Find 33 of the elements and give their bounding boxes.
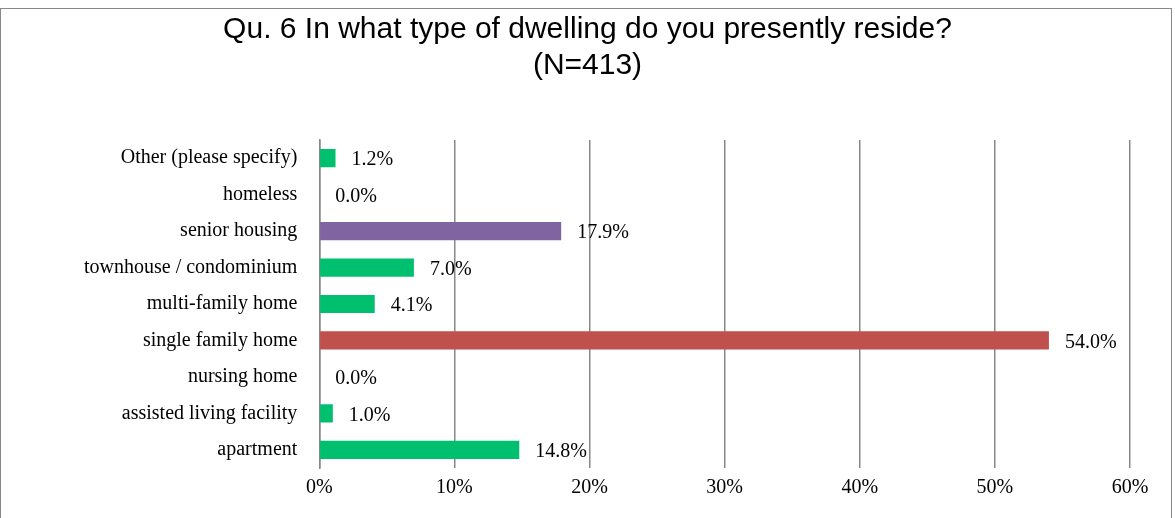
bar — [320, 294, 375, 314]
x-tick-label: 50% — [976, 475, 1014, 498]
y-tick-label: homeless — [222, 181, 298, 204]
bar — [320, 149, 336, 168]
bar — [320, 440, 520, 459]
data-label: 0.0% — [335, 366, 377, 389]
data-label: 54.0% — [1064, 329, 1117, 352]
y-tick-label: multi-family home — [146, 291, 298, 315]
y-tick-label: assisted living facility — [121, 400, 298, 424]
chart-title: Qu. 6 In what type of dwelling do you presently reside? (N=413) — [222, 10, 953, 82]
y-tick-label: single family home — [142, 327, 298, 351]
y-tick-label: townhouse / condominium — [83, 254, 298, 277]
x-tick-label: 0% — [305, 475, 333, 498]
data-label: 17.9% — [577, 220, 629, 243]
y-tick-label: senior housing — [180, 218, 298, 242]
data-label: 14.8% — [535, 439, 587, 462]
data-label: 0.0% — [335, 183, 377, 206]
data-label: 1.0% — [348, 402, 391, 425]
bar — [320, 404, 333, 423]
bar — [320, 331, 1049, 350]
x-tick-label: 40% — [841, 475, 879, 498]
data-label: 7.0% — [429, 256, 472, 279]
x-tick-label: 20% — [571, 475, 608, 498]
bar — [320, 222, 562, 241]
y-tick-label: Other (please specify) — [120, 145, 298, 169]
x-tick-label: 60% — [1111, 475, 1149, 498]
y-tick-label: apartment — [217, 437, 298, 461]
x-tick-label: 10% — [436, 475, 473, 498]
x-tick-label: 30% — [706, 475, 743, 498]
data-label: 4.1% — [390, 293, 433, 316]
data-label: 1.2% — [351, 147, 394, 170]
y-tick-label: nursing home — [187, 364, 298, 388]
bar — [320, 258, 414, 277]
